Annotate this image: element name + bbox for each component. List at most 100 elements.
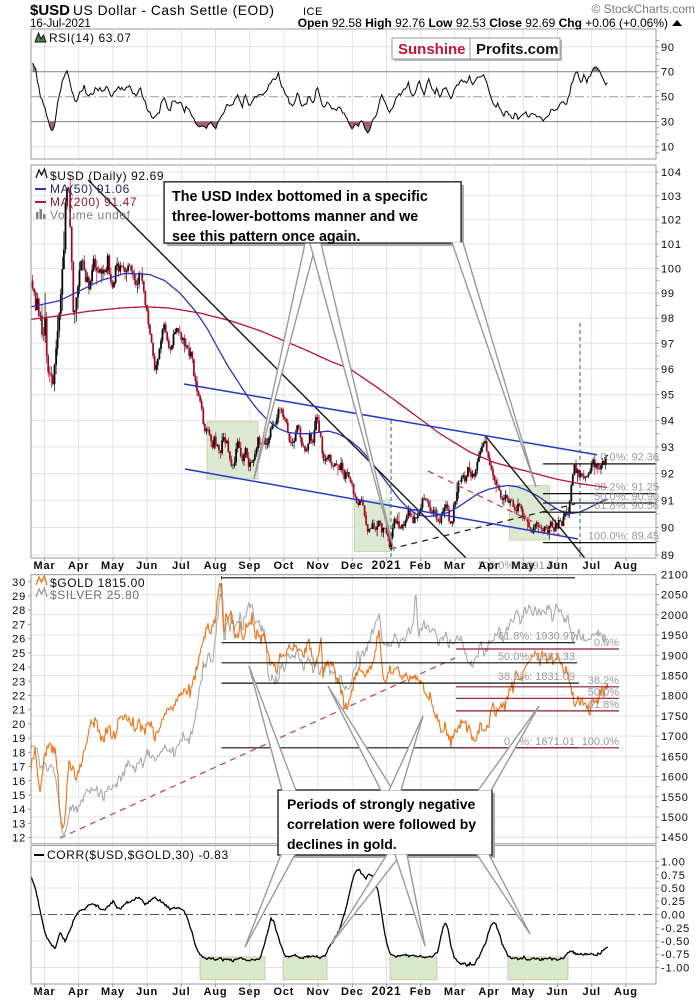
svg-text:95: 95	[661, 390, 675, 402]
svg-text:Feb: Feb	[410, 560, 432, 572]
svg-text:2000: 2000	[661, 610, 689, 622]
svg-text:94: 94	[661, 416, 675, 428]
svg-text:$USD (Daily) 92.69: $USD (Daily) 92.69	[50, 169, 164, 183]
svg-text:Mar: Mar	[444, 560, 466, 572]
svg-text:1500: 1500	[661, 812, 689, 824]
svg-text:Dec: Dec	[341, 986, 364, 998]
svg-text:$USD: $USD	[30, 2, 70, 19]
svg-text:CORR($USD,$GOLD,30) -0.83: CORR($USD,$GOLD,30) -0.83	[47, 848, 229, 862]
svg-text:Jun: Jun	[136, 560, 158, 572]
svg-text:21: 21	[12, 705, 26, 717]
svg-text:Jul: Jul	[583, 986, 601, 998]
svg-text:13: 13	[12, 818, 26, 830]
svg-text:May: May	[511, 560, 535, 572]
svg-text:Jul: Jul	[172, 560, 190, 572]
svg-text:declines in gold.: declines in gold.	[287, 836, 397, 852]
svg-text:Sep: Sep	[238, 560, 261, 572]
svg-text:12: 12	[12, 833, 26, 845]
svg-text:-0.25: -0.25	[661, 923, 690, 935]
svg-text:100: 100	[661, 263, 682, 275]
svg-text:Aug: Aug	[614, 560, 638, 572]
svg-text:correlation were followed by: correlation were followed by	[287, 816, 476, 832]
svg-text:The USD Index bottomed in a sp: The USD Index bottomed in a specific	[172, 189, 428, 205]
svg-text:-0.50: -0.50	[661, 936, 690, 948]
svg-text:20: 20	[12, 719, 26, 731]
svg-text:Profits.com: Profits.com	[476, 41, 559, 58]
svg-text:Mar: Mar	[444, 986, 466, 998]
svg-text:50.0%: 90.90: 50.0%: 90.90	[594, 491, 659, 503]
svg-text:see this pattern once again.: see this pattern once again.	[172, 229, 360, 245]
svg-text:RSI(14) 63.07: RSI(14) 63.07	[49, 31, 132, 45]
svg-text:0.0%: 1671.01: 0.0%: 1671.01	[504, 736, 575, 748]
svg-text:29: 29	[12, 591, 26, 603]
svg-text:0.25: 0.25	[661, 896, 686, 908]
svg-text:50.0%: 50.0%	[588, 686, 619, 698]
svg-text:$SILVER 25.80: $SILVER 25.80	[50, 588, 140, 602]
svg-text:99: 99	[661, 288, 675, 300]
svg-text:15: 15	[12, 790, 26, 802]
svg-text:93: 93	[661, 442, 675, 454]
svg-text:27: 27	[12, 619, 26, 631]
svg-text:Dec: Dec	[341, 560, 364, 572]
svg-text:96: 96	[661, 364, 675, 376]
svg-text:Feb: Feb	[410, 986, 432, 998]
svg-text:May: May	[101, 560, 125, 572]
svg-text:100.0%: 89.45: 100.0%: 89.45	[588, 530, 659, 542]
svg-text:102: 102	[661, 215, 682, 227]
svg-text:50.0%: 1881.33: 50.0%: 1881.33	[498, 651, 575, 663]
svg-text:Mar: Mar	[34, 986, 56, 998]
svg-text:98: 98	[661, 313, 675, 325]
svg-text:Apr: Apr	[68, 986, 89, 998]
svg-text:1800: 1800	[661, 691, 689, 703]
svg-text:30: 30	[12, 577, 26, 589]
svg-text:1650: 1650	[661, 751, 689, 763]
svg-text:US Dollar - Cash Settle (EOD): US Dollar - Cash Settle (EOD)	[73, 3, 275, 18]
svg-text:0.0%: 92.36: 0.0%: 92.36	[600, 452, 659, 464]
svg-text:1450: 1450	[661, 832, 689, 844]
svg-text:Jun: Jun	[547, 560, 569, 572]
svg-text:30: 30	[661, 117, 675, 129]
svg-text:25: 25	[12, 648, 26, 660]
svg-text:16: 16	[12, 776, 26, 788]
svg-text:38.2%: 38.2%	[588, 675, 619, 687]
svg-text:Open 92.58 High 92.76 Low 92.5: Open 92.58 High 92.76 Low 92.53 Close 92…	[298, 16, 668, 30]
svg-text:92: 92	[661, 469, 675, 481]
svg-text:19: 19	[12, 733, 26, 745]
svg-text:50: 50	[661, 92, 675, 104]
svg-text:Oct: Oct	[274, 560, 295, 572]
svg-text:-0.75: -0.75	[661, 949, 690, 961]
svg-text:Nov: Nov	[307, 986, 330, 998]
svg-text:61.8%: 1930.97: 61.8%: 1930.97	[498, 631, 575, 643]
svg-text:103: 103	[661, 191, 682, 203]
svg-text:Apr: Apr	[478, 560, 499, 572]
svg-text:100.0%: 100.0%	[582, 736, 620, 748]
svg-text:2100: 2100	[661, 569, 689, 581]
svg-text:61.8%: 61.8%	[588, 699, 619, 711]
svg-text:0.75: 0.75	[661, 870, 686, 882]
svg-text:May: May	[101, 986, 125, 998]
svg-text:24: 24	[12, 662, 26, 674]
svg-text:28: 28	[12, 605, 26, 617]
svg-text:1550: 1550	[661, 792, 689, 804]
svg-text:14: 14	[12, 804, 26, 816]
svg-text:90: 90	[661, 42, 675, 54]
svg-text:1900: 1900	[661, 650, 689, 662]
svg-text:1750: 1750	[661, 711, 689, 723]
svg-text:1700: 1700	[661, 731, 689, 743]
svg-text:Mar: Mar	[34, 560, 56, 572]
svg-text:Apr: Apr	[68, 560, 89, 572]
svg-text:Jun: Jun	[547, 986, 569, 998]
svg-text:Aug: Aug	[204, 986, 228, 998]
svg-text:70: 70	[661, 67, 675, 79]
svg-text:1.00: 1.00	[661, 857, 686, 869]
svg-text:1600: 1600	[661, 772, 689, 784]
svg-text:38.2%: 91.25: 38.2%: 91.25	[594, 481, 659, 493]
svg-text:2021: 2021	[372, 984, 402, 998]
svg-text:Jun: Jun	[136, 986, 158, 998]
svg-text:$GOLD 1815.00: $GOLD 1815.00	[50, 576, 145, 590]
svg-text:26: 26	[12, 634, 26, 646]
svg-text:MA(200) 91.47: MA(200) 91.47	[50, 195, 137, 209]
svg-text:Jul: Jul	[172, 986, 190, 998]
svg-text:38.2%: 1831.09: 38.2%: 1831.09	[498, 671, 575, 683]
svg-text:Volume undef: Volume undef	[50, 208, 131, 222]
